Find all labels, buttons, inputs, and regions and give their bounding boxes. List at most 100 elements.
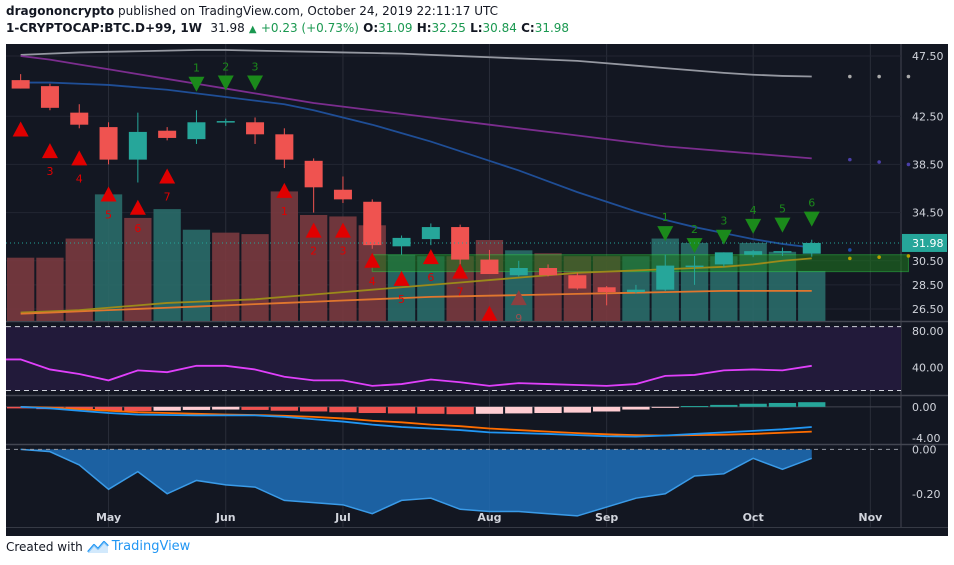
red-signal-label: 1 xyxy=(281,205,288,218)
candle-body[interactable] xyxy=(99,127,118,160)
macd-histogram-bar xyxy=(387,406,416,414)
area-tick-label: -0.20 xyxy=(912,488,940,501)
candle-body[interactable] xyxy=(421,227,440,240)
green-signal-arrow xyxy=(686,238,703,254)
price-tick-label: 38.50 xyxy=(912,158,944,171)
red-signal-arrow xyxy=(276,182,293,198)
macd-histogram-bar xyxy=(651,406,679,408)
candle-body[interactable] xyxy=(246,122,265,135)
volume-bar xyxy=(798,270,826,321)
rsi-line xyxy=(6,358,812,387)
candle-body[interactable] xyxy=(656,265,675,290)
green-signal-arrow xyxy=(715,229,732,245)
candle-body[interactable] xyxy=(714,252,733,265)
ma-line-blue-ma xyxy=(20,81,812,249)
red-signal-label: 3 xyxy=(46,165,53,178)
footer: Created with TradingView xyxy=(6,539,190,554)
x-tick-label-sep: Sep xyxy=(595,511,618,524)
candle-body[interactable] xyxy=(744,251,763,255)
ma-line-olive-ma xyxy=(20,257,812,314)
red-signal-label: 2 xyxy=(310,245,317,258)
future-dot xyxy=(848,74,852,79)
macd-histogram-bar xyxy=(739,403,767,407)
future-dot xyxy=(906,254,911,258)
green-signal-arrow xyxy=(188,76,205,92)
red-signal-label: 5 xyxy=(398,293,405,306)
candle-body[interactable] xyxy=(11,80,30,89)
low-label: L: xyxy=(470,21,483,35)
red-signal-label: 6 xyxy=(427,271,434,284)
up-arrow-icon: ▲ xyxy=(248,24,257,35)
macd-histogram-bar xyxy=(417,406,445,414)
future-dot xyxy=(877,74,881,79)
ma-line-orange-ma xyxy=(20,289,812,315)
candle-body[interactable] xyxy=(568,275,587,289)
candle-body[interactable] xyxy=(773,251,792,253)
red-signal-arrow xyxy=(159,168,176,184)
candle-body[interactable] xyxy=(451,227,470,260)
candle-body[interactable] xyxy=(158,130,177,138)
macd-histogram-bar xyxy=(622,406,650,410)
macd-histogram-bar xyxy=(124,406,152,412)
candle-body[interactable] xyxy=(685,265,704,268)
price-axis-background xyxy=(901,44,948,527)
area-line xyxy=(20,448,813,517)
price-tick-label: 28.50 xyxy=(912,279,944,292)
candle-body[interactable] xyxy=(363,201,382,246)
candle-body[interactable] xyxy=(392,237,411,247)
red-signal-arrow xyxy=(481,305,498,321)
candle-body[interactable] xyxy=(40,86,59,108)
volume-bar xyxy=(65,238,93,321)
red-signal-arrow xyxy=(12,121,29,137)
candle-body[interactable] xyxy=(597,287,616,293)
green-signal-arrow xyxy=(657,226,674,242)
publish-info: dragononcrypto published on TradingView.… xyxy=(6,4,498,18)
close-label: C: xyxy=(521,21,535,35)
macd-histogram-bar xyxy=(358,406,386,414)
macd-histogram-bar xyxy=(710,404,738,407)
symbol-label: 1-CRYPTOCAP:BTC.D+99, 1W xyxy=(6,21,203,35)
macd-histogram-bar xyxy=(329,406,357,413)
price-tick-label: 34.50 xyxy=(912,207,944,220)
green-signal-arrow xyxy=(774,217,791,233)
macd-histogram-bar xyxy=(563,406,591,413)
low-value: 30.84 xyxy=(482,21,517,35)
time-axis-line xyxy=(6,527,948,528)
candle-body[interactable] xyxy=(480,259,499,275)
candle-body[interactable] xyxy=(187,122,206,140)
rsi-tick-label: 80.00 xyxy=(912,325,944,338)
candle-body[interactable] xyxy=(802,242,821,254)
red-signal-arrow xyxy=(100,186,117,202)
macd-histogram-bar xyxy=(534,406,562,414)
green-signal-label: 4 xyxy=(750,204,757,217)
candle-body[interactable] xyxy=(128,131,147,160)
rsi-tick-label: 40.00 xyxy=(912,362,944,375)
red-signal-arrow xyxy=(41,143,58,159)
close-value: 31.98 xyxy=(534,21,570,35)
candle-body[interactable] xyxy=(304,160,323,188)
macd-histogram-bar xyxy=(300,406,328,412)
tradingview-brand[interactable]: TradingView xyxy=(111,539,191,554)
tradingview-logo-icon[interactable] xyxy=(86,540,109,554)
candle-body[interactable] xyxy=(333,189,352,200)
macd-histogram-bar xyxy=(182,406,211,410)
green-signal-label: 1 xyxy=(662,211,669,224)
candle-body[interactable] xyxy=(539,268,558,276)
future-dot xyxy=(848,248,852,252)
candle-body[interactable] xyxy=(275,134,294,160)
volume-bar xyxy=(94,194,123,321)
author-name[interactable]: dragononcrypto xyxy=(6,4,115,18)
red-signal-label: 4 xyxy=(369,275,376,288)
candle-body[interactable] xyxy=(626,289,645,293)
candle-body[interactable] xyxy=(216,121,235,123)
area-tick-label: 0.00 xyxy=(912,443,937,456)
volume-bar xyxy=(241,234,269,321)
x-tick-label-nov: Nov xyxy=(858,511,883,524)
candle-body[interactable] xyxy=(70,112,89,125)
candle-body[interactable] xyxy=(509,268,528,276)
price-tick-label: 26.50 xyxy=(912,303,944,316)
price-tick-label: 30.50 xyxy=(912,255,944,268)
red-signal-arrow xyxy=(334,222,351,238)
macd-tick-label: -4.00 xyxy=(912,432,940,445)
